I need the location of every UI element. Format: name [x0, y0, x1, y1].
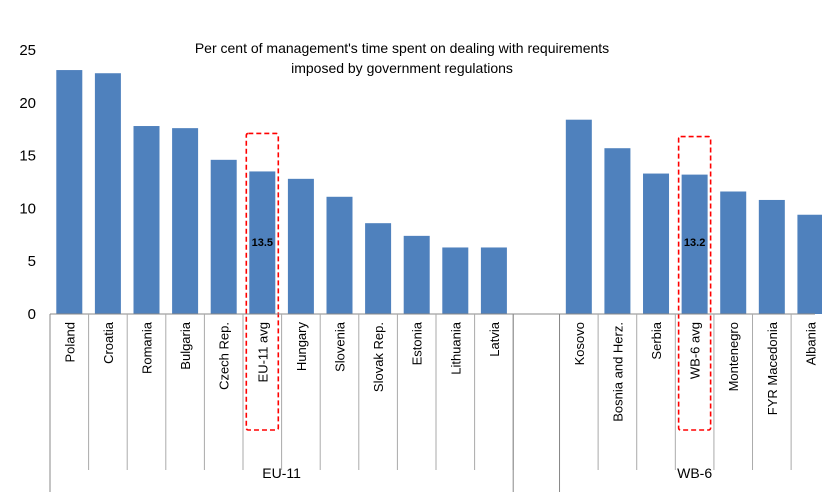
- category-label: Slovenia: [333, 321, 348, 372]
- y-tick-label: 25: [19, 42, 36, 59]
- bar: [210, 159, 237, 314]
- highlight-box: [677, 135, 712, 431]
- category-label: Serbia: [649, 321, 664, 359]
- bar: [133, 126, 160, 314]
- bar: [326, 196, 353, 314]
- bar: [720, 191, 747, 314]
- y-axis: 0 5 10 15 20 25: [19, 42, 36, 323]
- y-tick-label: 5: [28, 253, 36, 270]
- group-label: EU-11: [262, 465, 301, 481]
- bar: [681, 174, 708, 314]
- category-label: Estonia: [410, 321, 425, 365]
- plot-area: 13.5 13.2: [56, 70, 822, 431]
- chart-title-line-1: Per cent of management's time spent on d…: [195, 40, 609, 56]
- category-label: Bosnia and Herz.: [610, 322, 625, 422]
- bar: [565, 119, 592, 314]
- group-label: WB-6: [677, 465, 712, 481]
- category-label: Kosovo: [572, 322, 587, 365]
- bar: [758, 199, 785, 314]
- category-label: Hungary: [294, 322, 309, 372]
- category-label: Albania: [803, 321, 818, 365]
- category-label: Montenegro: [726, 322, 741, 391]
- bar: [287, 178, 314, 314]
- data-label: 13.2: [684, 237, 705, 249]
- bar: [403, 235, 430, 314]
- category-label: Romania: [140, 321, 155, 374]
- bar: [643, 173, 670, 314]
- data-label: 13.5: [252, 237, 273, 249]
- bar: [797, 214, 822, 314]
- category-label: Czech Rep.: [217, 322, 232, 390]
- bar: [604, 148, 631, 314]
- y-tick-label: 0: [28, 306, 36, 323]
- category-label: Slovak Rep.: [371, 322, 386, 392]
- y-tick-label: 20: [19, 95, 36, 112]
- y-tick-label: 10: [19, 200, 36, 217]
- y-tick-label: 15: [19, 148, 36, 165]
- category-label: Croatia: [101, 321, 116, 364]
- category-label: Bulgaria: [178, 321, 193, 369]
- category-label: WB-6 avg: [688, 322, 703, 379]
- x-axis: Poland Croatia Romania Bulgaria Czech Rep. EU…: [49, 313, 818, 492]
- category-label: Latvia: [487, 321, 502, 356]
- bar: [249, 171, 276, 314]
- chart-title-line-2: imposed by government regulations: [291, 60, 513, 76]
- bar: [56, 70, 83, 315]
- category-label: Lithuania: [448, 321, 463, 375]
- bar: [480, 247, 507, 314]
- highlight-box: [245, 132, 280, 431]
- bar: [442, 247, 469, 314]
- category-label: Poland: [62, 322, 77, 362]
- bar: [172, 128, 199, 314]
- bar: [365, 223, 392, 314]
- bar: [94, 73, 121, 315]
- category-label: FYR Macedonia: [765, 321, 780, 415]
- category-label: EU-11 avg: [255, 322, 270, 382]
